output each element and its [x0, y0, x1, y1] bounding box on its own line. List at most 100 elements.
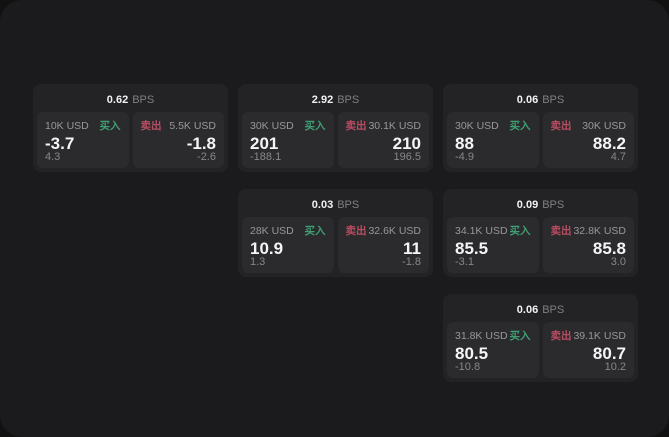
sell-panel-header: 卖出 5.5K USD [141, 118, 217, 133]
buy-quote-panel[interactable]: 10K USD 买入 -3.7 4.3 [37, 112, 129, 168]
quote-column-1: 0.62 BPS 10K USD 买入 -3.7 4.3 卖出 5.5K USD… [33, 84, 228, 172]
sell-delta: -2.6 [197, 151, 216, 163]
sell-delta: 10.2 [604, 361, 626, 373]
bps-value: 0.03 [311, 199, 334, 211]
buy-price: 201 [250, 133, 279, 153]
buy-side-label: 买入 [509, 225, 531, 237]
sell-amount: 30.1K USD [368, 120, 421, 132]
sell-quote-panel[interactable]: 卖出 32.8K USD 85.8 3.0 [542, 217, 634, 273]
buy-amount: 30K USD [455, 120, 499, 132]
buy-side-label: 买入 [304, 120, 326, 132]
buy-delta: 1.3 [250, 256, 266, 268]
quote-card: 0.06 BPS 31.8K USD 买入 80.5 -10.8 卖出 39.1… [443, 294, 638, 382]
sell-delta: 4.7 [610, 151, 626, 163]
sell-amount: 32.8K USD [573, 225, 626, 237]
card-header: 0.06 BPS [447, 88, 634, 112]
sell-side-label: 卖出 [345, 225, 367, 237]
sell-amount: 32.6K USD [368, 225, 421, 237]
buy-amount: 34.1K USD [455, 225, 508, 237]
sell-price: 210 [392, 133, 421, 153]
buy-panel-header: 30K USD 买入 [455, 118, 531, 133]
buy-panel-header: 30K USD 买入 [250, 118, 326, 133]
buy-price: 85.5 [455, 238, 489, 258]
quote-panels: 31.8K USD 买入 80.5 -10.8 卖出 39.1K USD 80.… [447, 322, 634, 378]
quote-card: 0.09 BPS 34.1K USD 买入 85.5 -3.1 卖出 32.8K… [443, 189, 638, 277]
sell-panel-header: 卖出 32.6K USD [346, 223, 422, 238]
quote-panels: 30K USD 买入 201 -188.1 卖出 30.1K USD 210 1… [242, 112, 429, 168]
buy-amount: 10K USD [45, 120, 89, 132]
buy-side-label: 买入 [99, 120, 121, 132]
bps-suffix-label: BPS [542, 199, 565, 211]
sell-price: -1.8 [186, 133, 216, 153]
bps-value: 0.06 [516, 304, 539, 316]
buy-quote-panel[interactable]: 30K USD 买入 201 -188.1 [242, 112, 334, 168]
card-header: 0.03 BPS [242, 193, 429, 217]
buy-panel-header: 28K USD 买入 [250, 223, 326, 238]
quote-card: 0.06 BPS 30K USD 买入 88 -4.9 卖出 30K USD 8… [443, 84, 638, 172]
card-header: 0.09 BPS [447, 193, 634, 217]
sell-panel-header: 卖出 30K USD [551, 118, 627, 133]
sell-price: 85.8 [592, 238, 626, 258]
buy-delta: -3.1 [455, 256, 474, 268]
buy-price: 10.9 [250, 238, 284, 258]
bps-suffix-label: BPS [337, 199, 360, 211]
sell-amount: 5.5K USD [169, 120, 216, 132]
bps-value: 0.09 [516, 199, 539, 211]
quote-board: 0.62 BPS 10K USD 买入 -3.7 4.3 卖出 5.5K USD… [33, 84, 638, 382]
card-header: 0.06 BPS [447, 298, 634, 322]
quote-panels: 30K USD 买入 88 -4.9 卖出 30K USD 88.2 4.7 [447, 112, 634, 168]
bps-value: 0.62 [106, 94, 129, 106]
buy-quote-panel[interactable]: 34.1K USD 买入 85.5 -3.1 [447, 217, 539, 273]
buy-price: 88 [455, 133, 474, 153]
buy-quote-panel[interactable]: 30K USD 买入 88 -4.9 [447, 112, 539, 168]
sell-quote-panel[interactable]: 卖出 30K USD 88.2 4.7 [542, 112, 634, 168]
buy-quote-panel[interactable]: 28K USD 买入 10.9 1.3 [242, 217, 334, 273]
sell-quote-panel[interactable]: 卖出 32.6K USD 11 -1.8 [337, 217, 429, 273]
buy-panel-header: 10K USD 买入 [45, 118, 121, 133]
buy-delta: -4.9 [455, 151, 474, 163]
buy-panel-header: 34.1K USD 买入 [455, 223, 531, 238]
sell-delta: 196.5 [393, 151, 421, 163]
quote-column-2: 2.92 BPS 30K USD 买入 201 -188.1 卖出 30.1K … [238, 84, 433, 277]
sell-side-label: 卖出 [550, 330, 572, 342]
bps-value: 0.06 [516, 94, 539, 106]
bps-suffix-label: BPS [542, 94, 565, 106]
sell-amount: 39.1K USD [573, 330, 626, 342]
sell-side-label: 卖出 [345, 120, 367, 132]
buy-price: -3.7 [45, 133, 75, 153]
quote-panels: 10K USD 买入 -3.7 4.3 卖出 5.5K USD -1.8 -2.… [37, 112, 224, 168]
sell-quote-panel[interactable]: 卖出 5.5K USD -1.8 -2.6 [132, 112, 224, 168]
sell-side-label: 卖出 [550, 225, 572, 237]
buy-delta: -188.1 [250, 151, 282, 163]
bps-suffix-label: BPS [337, 94, 360, 106]
quote-card: 0.62 BPS 10K USD 买入 -3.7 4.3 卖出 5.5K USD… [33, 84, 228, 172]
buy-panel-header: 31.8K USD 买入 [455, 328, 531, 343]
sell-price: 11 [403, 238, 421, 258]
bps-suffix-label: BPS [542, 304, 565, 316]
bps-value: 2.92 [311, 94, 334, 106]
sell-delta: -1.8 [402, 256, 421, 268]
sell-panel-header: 卖出 30.1K USD [346, 118, 422, 133]
sell-amount: 30K USD [582, 120, 626, 132]
bps-suffix-label: BPS [132, 94, 155, 106]
sell-panel-header: 卖出 39.1K USD [551, 328, 627, 343]
buy-side-label: 买入 [509, 330, 531, 342]
card-header: 0.62 BPS [37, 88, 224, 112]
buy-amount: 31.8K USD [455, 330, 508, 342]
buy-price: 80.5 [455, 343, 489, 363]
buy-side-label: 买入 [304, 225, 326, 237]
sell-quote-panel[interactable]: 卖出 30.1K USD 210 196.5 [337, 112, 429, 168]
quote-card: 0.03 BPS 28K USD 买入 10.9 1.3 卖出 32.6K US… [238, 189, 433, 277]
buy-delta: -10.8 [455, 361, 481, 373]
buy-quote-panel[interactable]: 31.8K USD 买入 80.5 -10.8 [447, 322, 539, 378]
sell-side-label: 卖出 [550, 120, 572, 132]
quote-column-3: 0.06 BPS 30K USD 买入 88 -4.9 卖出 30K USD 8… [443, 84, 638, 382]
quote-panels: 28K USD 买入 10.9 1.3 卖出 32.6K USD 11 -1.8 [242, 217, 429, 273]
buy-amount: 30K USD [250, 120, 294, 132]
sell-panel-header: 卖出 32.8K USD [551, 223, 627, 238]
sell-quote-panel[interactable]: 卖出 39.1K USD 80.7 10.2 [542, 322, 634, 378]
card-header: 2.92 BPS [242, 88, 429, 112]
quote-card: 2.92 BPS 30K USD 买入 201 -188.1 卖出 30.1K … [238, 84, 433, 172]
buy-delta: 4.3 [45, 151, 61, 163]
